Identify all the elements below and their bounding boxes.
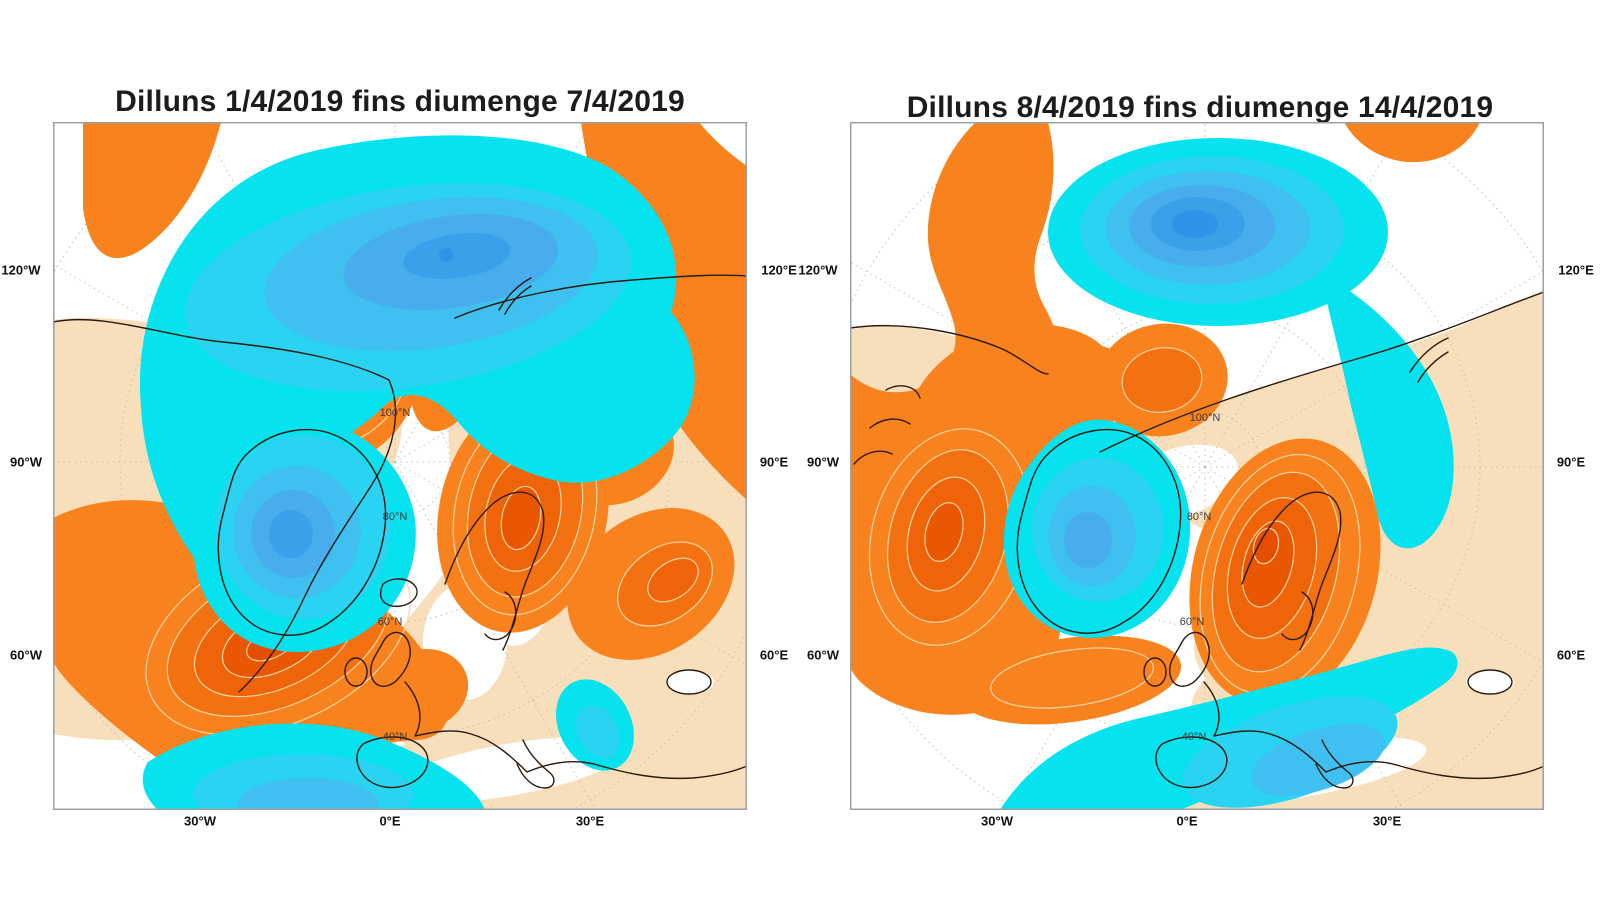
lon-label-30w: 30°W (981, 813, 1013, 829)
lat-label-120w: 120°W (798, 262, 838, 278)
forecast-panel-week2: Dilluns 8/4/2019 fins diumenge 14/4/2019 (798, 0, 1600, 900)
lat-label-60w: 60°W (807, 647, 839, 663)
lat-label-90w: 90°W (807, 454, 839, 470)
lat-label-120w: 120°W (1, 262, 41, 278)
sea-black-sea (1466, 670, 1514, 694)
meridian-label-80n: 80°N (382, 511, 408, 523)
coastlines (850, 291, 1544, 789)
meridian-label-100n: 100°N (379, 407, 411, 419)
lat-label-120e: 120°E (1558, 262, 1594, 278)
lon-label-30w: 30°W (184, 813, 216, 829)
lon-label-0e: 0°E (1176, 813, 1198, 829)
meridian-label-100n: 100°N (1189, 412, 1221, 424)
coastlines (53, 274, 747, 789)
meridian-label-80n: 80°N (1186, 511, 1212, 523)
lat-label-120e: 120°E (761, 262, 797, 278)
negative-anomaly-regions (139, 135, 695, 810)
lat-label-90w: 90°W (10, 454, 42, 470)
meridian-label-40n: 40°N (382, 731, 408, 743)
meridian-label-60n: 60°N (1179, 616, 1205, 628)
anomaly-map-art-week1 (53, 122, 747, 810)
meridian-label-40n: 40°N (1181, 731, 1207, 743)
sea-black-sea (666, 670, 714, 694)
lat-label-60w: 60°W (10, 647, 42, 663)
panel-title-week1: Dilluns 1/4/2019 fins diumenge 7/4/2019 (115, 84, 685, 118)
forecast-panel-week1: Dilluns 1/4/2019 fins diumenge 7/4/2019 (1, 84, 797, 829)
anomaly-map-art-week2 (850, 122, 1544, 810)
meridian-label-60n: 60°N (377, 616, 403, 628)
lat-label-60e: 60°E (759, 647, 789, 663)
lat-label-90e: 90°E (1556, 454, 1586, 470)
anomaly-map-week1: 120°W 90°W 60°W 120°E 90°E 60°E 30°W 0°E… (1, 122, 797, 829)
lat-label-60e: 60°E (1556, 647, 1586, 663)
lon-label-0e: 0°E (379, 813, 401, 829)
anomaly-map-week2: 120°W 90°W 60°W 120°E 90°E 60°E 30°W 0°E… (798, 122, 1594, 829)
lon-label-30e: 30°E (575, 813, 605, 829)
lat-label-90e: 90°E (759, 454, 789, 470)
negative-anomaly-regions (1000, 138, 1458, 810)
lon-label-30e: 30°E (1372, 813, 1402, 829)
panel-title-week2: Dilluns 8/4/2019 fins diumenge 14/4/2019 (906, 90, 1494, 124)
